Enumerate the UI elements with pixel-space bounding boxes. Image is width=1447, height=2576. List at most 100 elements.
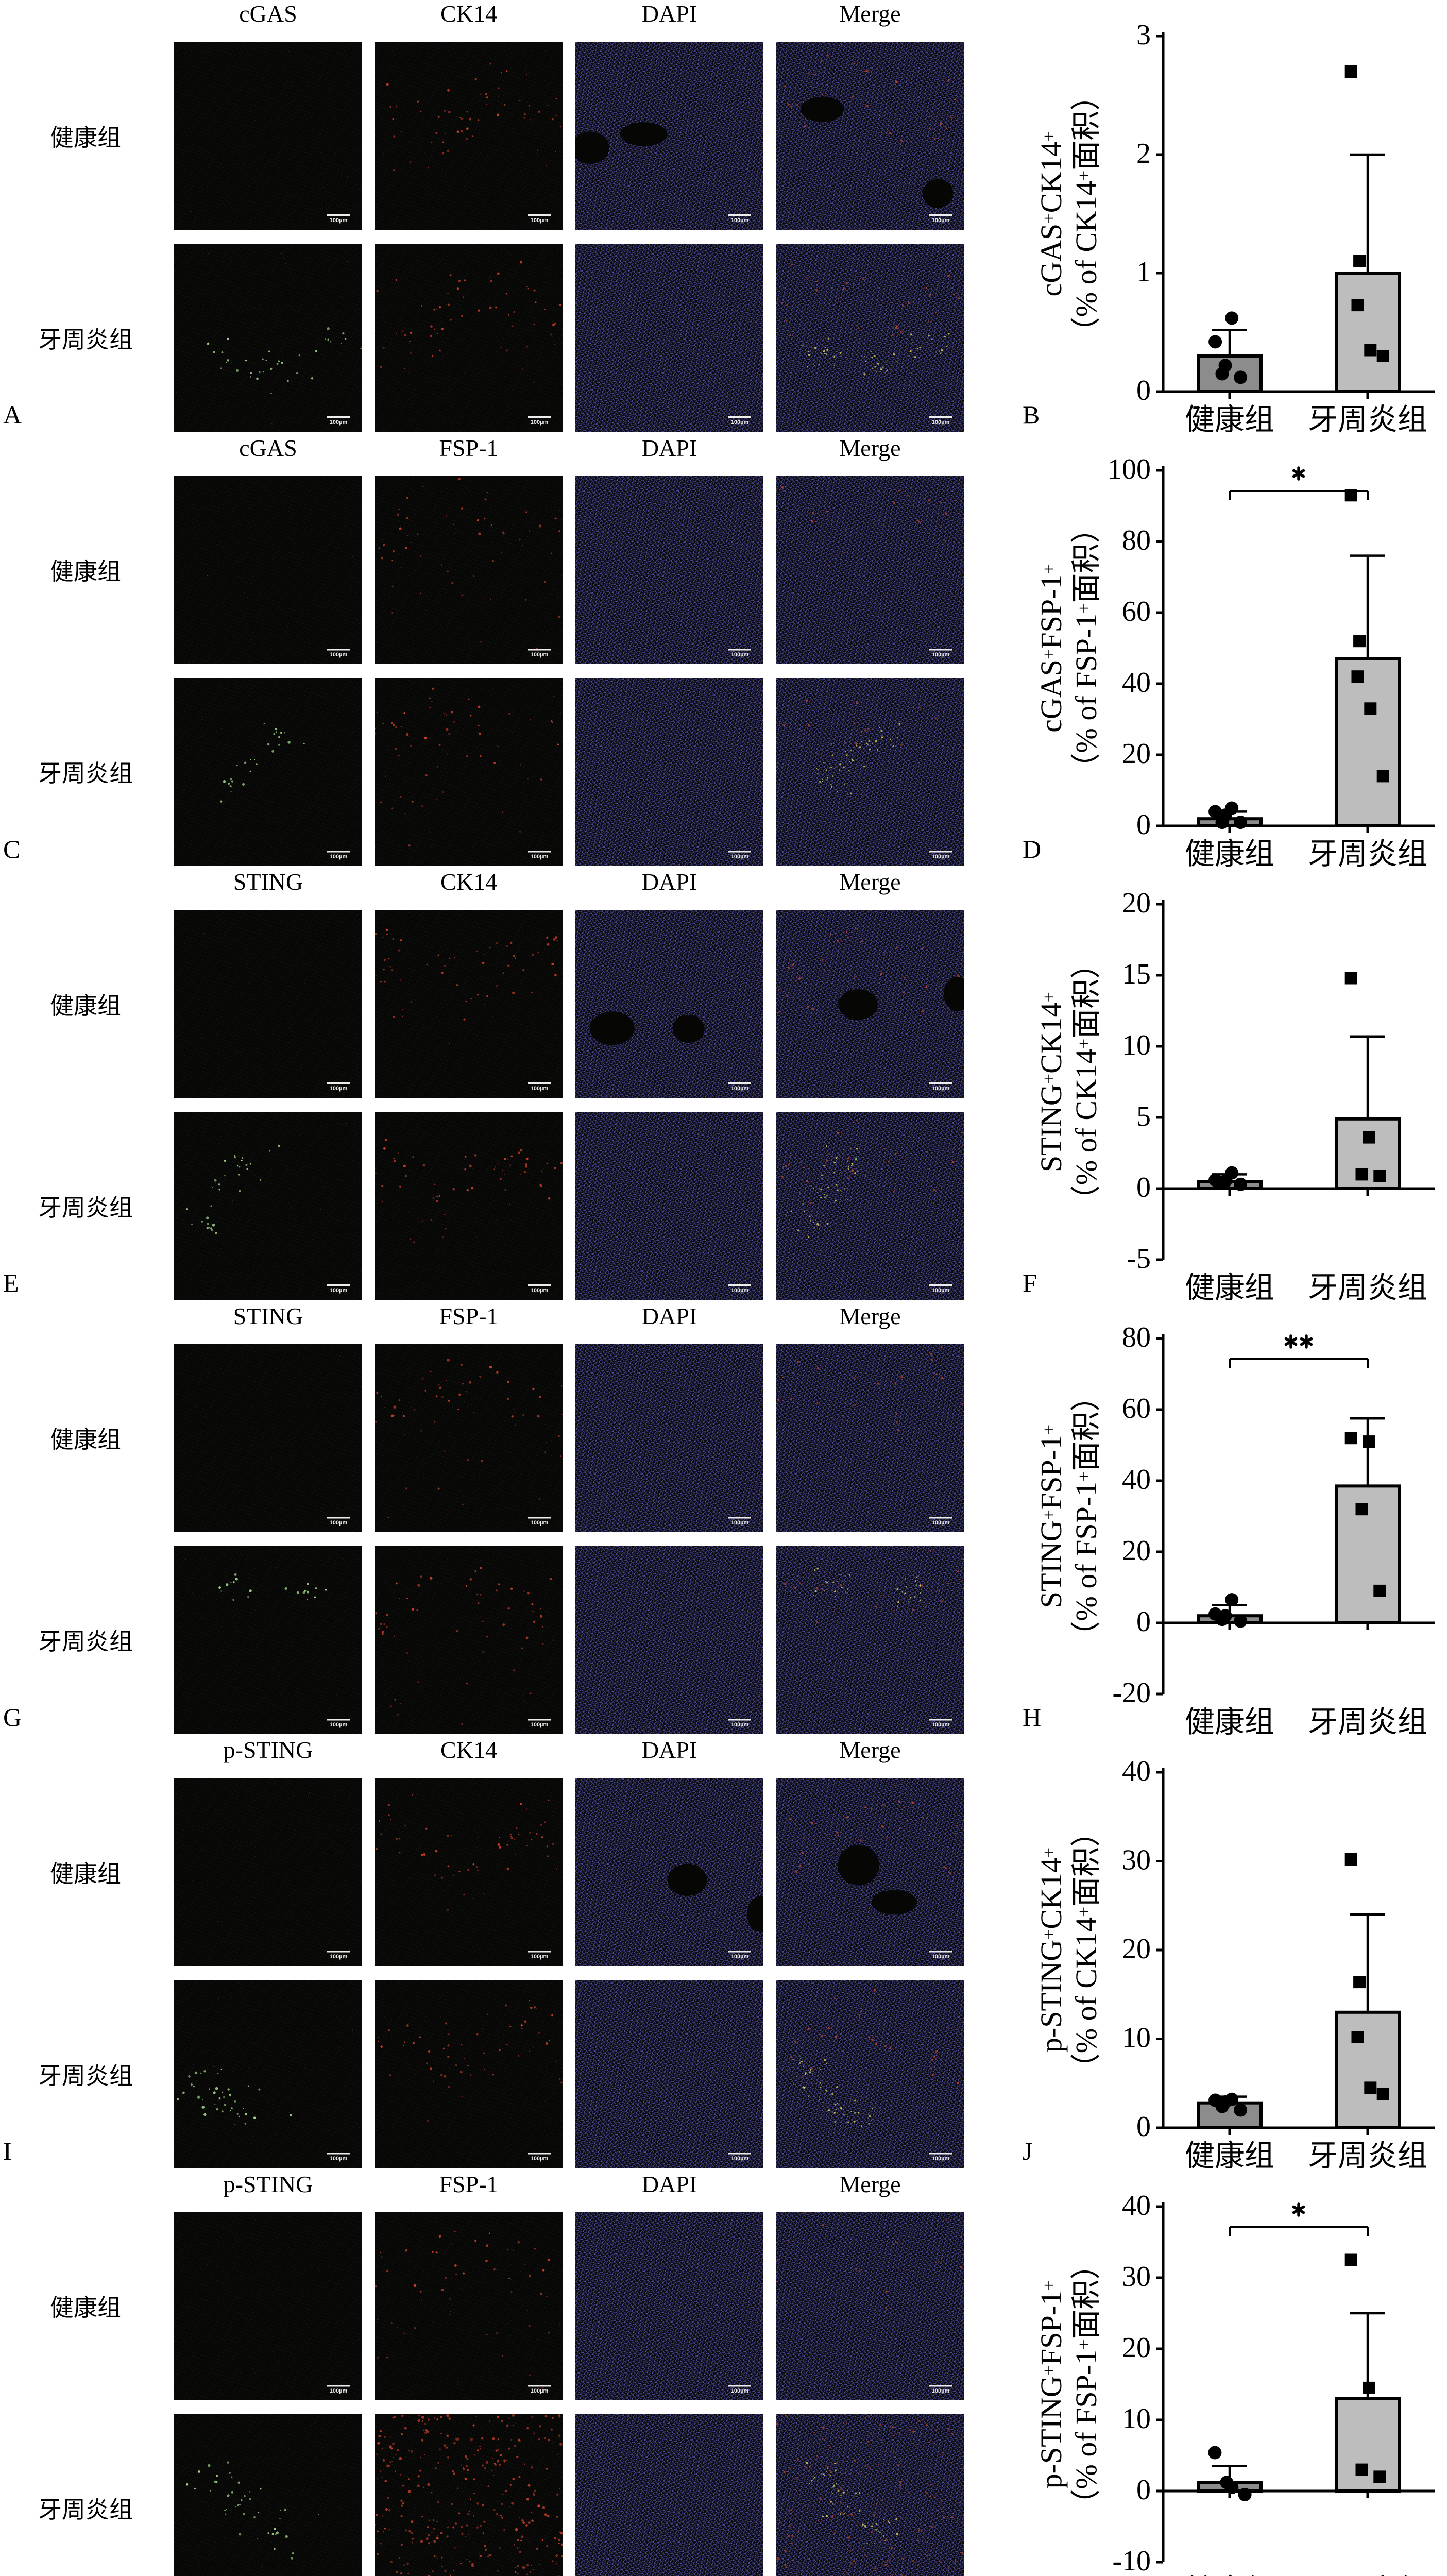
svg-text:5: 5 (1136, 1100, 1151, 1132)
svg-text:100µm: 100µm (931, 854, 949, 860)
svg-text:100µm: 100µm (931, 1287, 949, 1294)
svg-text:（% of CK14+面积）: （% of CK14+面积） (1069, 949, 1103, 1215)
svg-text:60: 60 (1122, 1393, 1151, 1425)
svg-text:10: 10 (1122, 2403, 1151, 2435)
svg-text:2: 2 (1136, 138, 1151, 170)
svg-text:40: 40 (1122, 2190, 1151, 2222)
svg-text:健康组: 健康组 (1185, 2573, 1274, 2576)
svg-text:40: 40 (1122, 1755, 1151, 1787)
svg-text:100µm: 100µm (931, 419, 949, 426)
svg-text:100µm: 100µm (931, 2156, 949, 2162)
svg-text:40: 40 (1122, 667, 1151, 699)
svg-text:100µm: 100µm (731, 1520, 749, 1526)
svg-text:牙周炎组: 牙周炎组 (1308, 2139, 1427, 2170)
svg-text:100µm: 100µm (931, 1520, 949, 1526)
svg-text:100µm: 100µm (931, 1086, 949, 1092)
svg-text:STING+CK14+: STING+CK14+ (1034, 992, 1068, 1172)
svg-text:（% of FSP-1+面积）: （% of FSP-1+面积） (1069, 513, 1103, 783)
svg-text:100µm: 100µm (731, 1287, 749, 1294)
svg-text:牙周炎组: 牙周炎组 (1308, 2573, 1427, 2576)
svg-text:10: 10 (1122, 1029, 1151, 1061)
svg-text:0: 0 (1136, 2111, 1151, 2143)
svg-text:30: 30 (1122, 2261, 1151, 2293)
svg-text:100µm: 100µm (530, 1954, 548, 1960)
svg-text:健康组: 健康组 (1185, 1705, 1274, 1736)
svg-text:100µm: 100µm (931, 2388, 949, 2394)
svg-text:0: 0 (1136, 809, 1151, 841)
svg-text:1: 1 (1136, 256, 1151, 288)
svg-text:100µm: 100µm (731, 1954, 749, 1960)
svg-text:0: 0 (1136, 2474, 1151, 2506)
svg-text:3: 3 (1136, 19, 1151, 51)
svg-text:牙周炎组: 牙周炎组 (1308, 403, 1427, 434)
svg-text:100µm: 100µm (530, 2156, 548, 2162)
svg-text:20: 20 (1122, 2332, 1151, 2364)
svg-text:100µm: 100µm (330, 217, 348, 224)
svg-text:100µm: 100µm (731, 1086, 749, 1092)
svg-text:100µm: 100µm (931, 217, 949, 224)
svg-text:100µm: 100µm (330, 1520, 348, 1526)
svg-text:20: 20 (1122, 738, 1151, 770)
svg-text:60: 60 (1122, 596, 1151, 628)
svg-text:牙周炎组: 牙周炎组 (1308, 1271, 1427, 1302)
svg-text:p-STING+CK14+: p-STING+CK14+ (1034, 1848, 1068, 2053)
svg-text:100µm: 100µm (931, 1722, 949, 1728)
svg-text:100µm: 100µm (530, 652, 548, 658)
svg-text:100µm: 100µm (330, 419, 348, 426)
svg-text:100µm: 100µm (731, 217, 749, 224)
svg-text:健康组: 健康组 (1185, 403, 1274, 434)
svg-text:100µm: 100µm (731, 652, 749, 658)
svg-text:0: 0 (1136, 375, 1151, 406)
svg-text:100µm: 100µm (931, 652, 949, 658)
svg-text:100µm: 100µm (530, 1520, 548, 1526)
svg-text:牙周炎组: 牙周炎组 (1308, 1705, 1427, 1736)
svg-text:0: 0 (1136, 1172, 1151, 1204)
svg-text:20: 20 (1122, 887, 1151, 919)
svg-text:cGAS+FSP-1+: cGAS+FSP-1+ (1034, 564, 1068, 732)
svg-text:100µm: 100µm (530, 854, 548, 860)
svg-text:100µm: 100µm (530, 2388, 548, 2394)
svg-text:-10: -10 (1112, 2545, 1151, 2576)
svg-text:健康组: 健康组 (1185, 837, 1274, 868)
svg-text:100µm: 100µm (330, 1287, 348, 1294)
svg-text:15: 15 (1122, 958, 1151, 990)
svg-text:100µm: 100µm (931, 1954, 949, 1960)
svg-text:健康组: 健康组 (1185, 2139, 1274, 2170)
svg-text:100µm: 100µm (330, 2388, 348, 2394)
svg-text:100µm: 100µm (530, 419, 548, 426)
svg-text:100µm: 100µm (330, 854, 348, 860)
svg-text:100µm: 100µm (330, 1954, 348, 1960)
svg-text:STING+FSP-1+: STING+FSP-1+ (1034, 1424, 1068, 1607)
svg-text:30: 30 (1122, 1844, 1151, 1876)
svg-text:cGAS+CK14+: cGAS+CK14+ (1034, 131, 1068, 297)
svg-text:100µm: 100µm (530, 1722, 548, 1728)
svg-text:10: 10 (1122, 2022, 1151, 2054)
svg-text:（% of CK14+面积）: （% of CK14+面积） (1069, 1817, 1103, 2083)
svg-text:100µm: 100µm (330, 652, 348, 658)
svg-text:0: 0 (1136, 1606, 1151, 1638)
svg-text:100µm: 100µm (731, 854, 749, 860)
svg-text:100µm: 100µm (530, 1086, 548, 1092)
svg-text:健康组: 健康组 (1185, 1271, 1274, 1302)
svg-text:80: 80 (1122, 524, 1151, 556)
svg-text:20: 20 (1122, 1933, 1151, 1965)
svg-text:（% of FSP-1+面积）: （% of FSP-1+面积） (1069, 2249, 1103, 2519)
svg-text:-5: -5 (1127, 1243, 1151, 1275)
svg-text:40: 40 (1122, 1464, 1151, 1496)
svg-text:100: 100 (1108, 453, 1151, 485)
svg-text:-20: -20 (1112, 1677, 1151, 1709)
svg-text:100µm: 100µm (330, 1086, 348, 1092)
svg-text:（% of FSP-1+面积）: （% of FSP-1+面积） (1069, 1381, 1103, 1651)
svg-text:100µm: 100µm (731, 2156, 749, 2162)
svg-text:100µm: 100µm (330, 2156, 348, 2162)
svg-text:80: 80 (1122, 1321, 1151, 1353)
svg-text:100µm: 100µm (530, 217, 548, 224)
svg-text:100µm: 100µm (530, 1287, 548, 1294)
svg-text:100µm: 100µm (731, 419, 749, 426)
svg-text:100µm: 100µm (330, 1722, 348, 1728)
svg-text:100µm: 100µm (731, 2388, 749, 2394)
svg-text:牙周炎组: 牙周炎组 (1308, 837, 1427, 868)
svg-text:20: 20 (1122, 1535, 1151, 1567)
svg-text:100µm: 100µm (731, 1722, 749, 1728)
svg-text:（% of CK14+面积）: （% of CK14+面积） (1069, 81, 1103, 347)
